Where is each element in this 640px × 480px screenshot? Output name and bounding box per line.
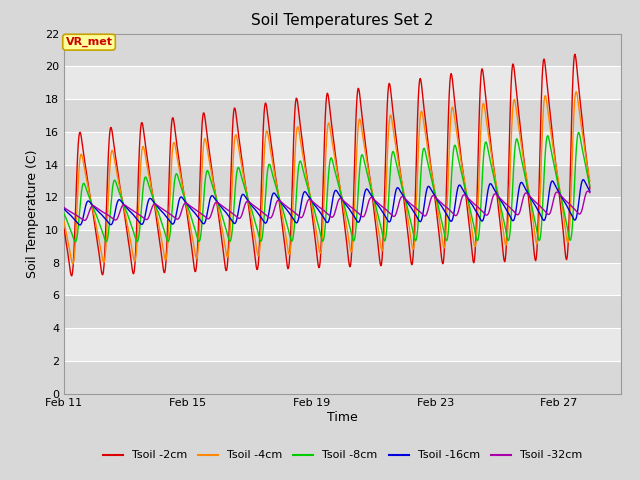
Bar: [64, 328, 621, 361]
Bar: [64, 197, 621, 230]
Bar: [64, 230, 621, 263]
X-axis label: Time: Time: [327, 411, 358, 424]
Bar: [64, 34, 621, 66]
Y-axis label: Soil Temperature (C): Soil Temperature (C): [26, 149, 39, 278]
Bar: [64, 165, 621, 197]
Bar: [64, 99, 621, 132]
Title: Soil Temperatures Set 2: Soil Temperatures Set 2: [252, 13, 433, 28]
Bar: [64, 132, 621, 165]
Bar: [64, 361, 621, 394]
Bar: [64, 263, 621, 295]
Text: VR_met: VR_met: [65, 37, 113, 48]
Bar: [64, 66, 621, 99]
Bar: [64, 295, 621, 328]
Legend: Tsoil -2cm, Tsoil -4cm, Tsoil -8cm, Tsoil -16cm, Tsoil -32cm: Tsoil -2cm, Tsoil -4cm, Tsoil -8cm, Tsoi…: [99, 446, 586, 465]
